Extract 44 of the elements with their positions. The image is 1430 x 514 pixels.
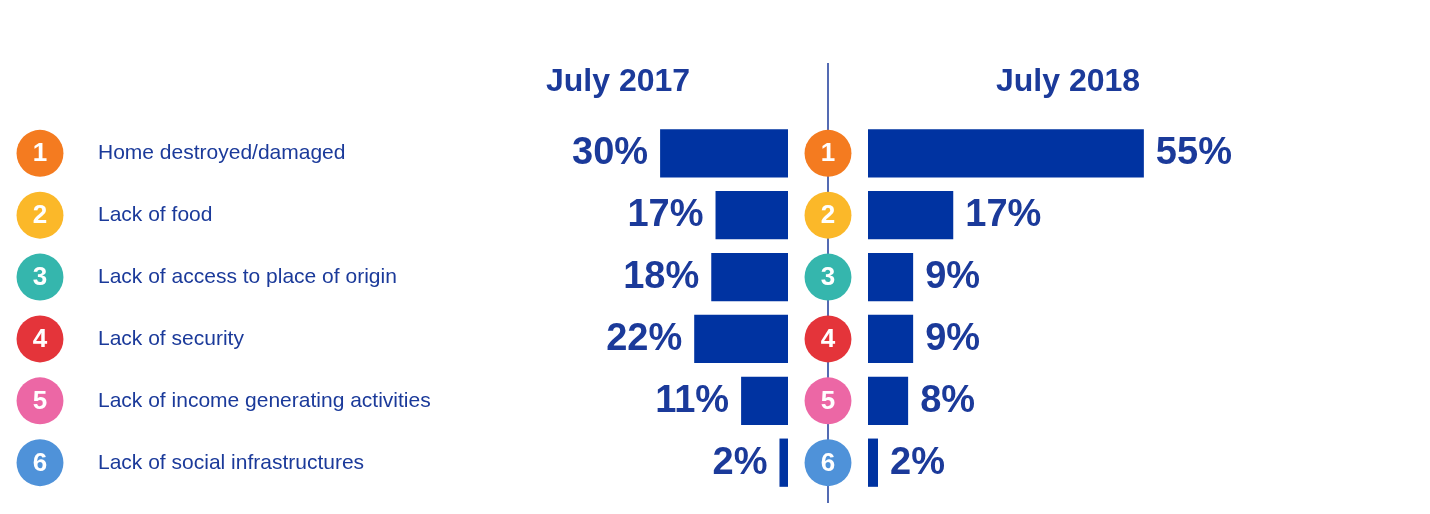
- bar: [868, 438, 879, 487]
- data-label: 8%: [920, 377, 976, 420]
- data-label: 22%: [606, 315, 683, 358]
- y-tick-label: 3: [820, 261, 836, 292]
- y-tick-label: 4: [32, 322, 48, 353]
- data-label: 9%: [925, 315, 981, 358]
- y-tick-label: 6: [820, 446, 836, 477]
- data-label: 55%: [1155, 130, 1232, 173]
- data-label: 30%: [572, 130, 649, 173]
- y-tick-label: 3: [32, 261, 48, 292]
- chart-title: July 2017: [545, 62, 691, 98]
- data-label: 11%: [655, 377, 730, 420]
- data-label: 18%: [623, 254, 700, 297]
- bar: [660, 129, 788, 178]
- bar: [868, 376, 909, 425]
- y-tick-label: 1: [820, 137, 836, 168]
- data-label: 17%: [965, 192, 1042, 235]
- text: Lack of security: [98, 325, 245, 349]
- bar: [779, 438, 788, 487]
- text: Lack of access to place of origin: [98, 264, 397, 288]
- bar: [741, 376, 788, 425]
- text: Lack of social infrastructures: [98, 449, 365, 473]
- y-tick-label: 6: [32, 446, 48, 477]
- chart-title: July 2018: [995, 62, 1141, 98]
- bar: [868, 314, 914, 364]
- y-tick-label: 5: [820, 384, 836, 415]
- y-tick-label: 4: [820, 322, 836, 353]
- data-label: 9%: [925, 254, 981, 297]
- data-label: 2%: [890, 439, 945, 482]
- data-label: 17%: [627, 192, 704, 235]
- bar: [868, 252, 914, 302]
- bar: [868, 129, 1144, 178]
- y-tick-label: 5: [32, 384, 48, 415]
- text: Lack of food: [98, 202, 213, 226]
- bar: [711, 252, 788, 302]
- y-tick-label: 2: [32, 199, 48, 230]
- text: Lack of income generating activities: [98, 387, 431, 411]
- y-tick-label: 1: [32, 137, 48, 168]
- bar: [868, 191, 954, 240]
- text: Home destroyed/damaged: [98, 140, 346, 164]
- bar: [694, 314, 788, 364]
- y-tick-label: 2: [820, 199, 836, 230]
- bar: [715, 191, 788, 240]
- data-label: 2%: [712, 439, 768, 482]
